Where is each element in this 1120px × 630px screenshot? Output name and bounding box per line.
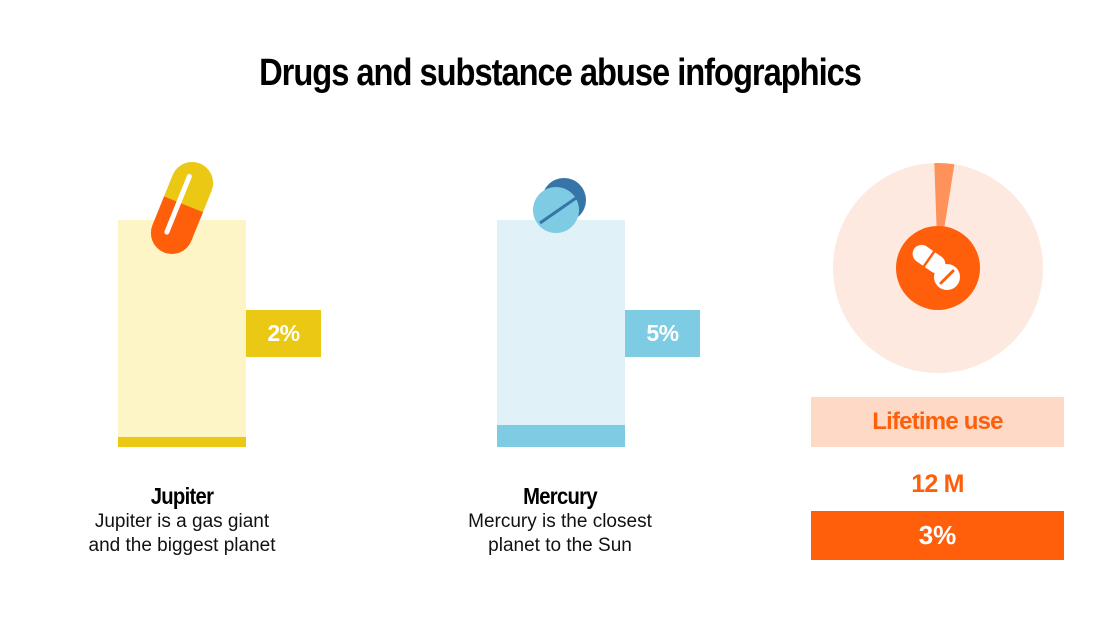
lifetime-use-percent: 3%	[811, 511, 1064, 560]
mercury-caption: Mercury Mercury is the closest planet to…	[410, 482, 710, 558]
jupiter-title: Jupiter	[150, 483, 214, 509]
jupiter-bar-fill	[118, 437, 246, 447]
mercury-title: Mercury	[523, 483, 598, 509]
jupiter-description-line1: Jupiter is a gas giant	[94, 511, 270, 532]
mercury-bar-background	[497, 220, 625, 447]
jupiter-caption: Jupiter Jupiter is a gas giant and the b…	[32, 482, 332, 558]
lifetime-use-count: 12 M	[911, 470, 964, 498]
jupiter-percent-badge: 2%	[246, 310, 321, 357]
lifetime-use-label: Lifetime use	[811, 397, 1064, 447]
mercury-description-line2: planet to the Sun	[488, 535, 632, 556]
mercury-description-line1: Mercury is the closest	[468, 511, 652, 532]
tablet-pill-icon	[533, 178, 586, 233]
capsule-pill-icon	[144, 155, 220, 261]
jupiter-description-line2: and the biggest planet	[88, 535, 276, 556]
jupiter-bar-background	[118, 220, 246, 447]
mercury-percent-badge: 5%	[625, 310, 700, 357]
lifetime-pie-chart	[833, 163, 1043, 373]
page-title: Drugs and substance abuse infographics	[259, 52, 862, 94]
mercury-bar-fill	[497, 425, 625, 447]
pills-icon	[912, 244, 960, 290]
